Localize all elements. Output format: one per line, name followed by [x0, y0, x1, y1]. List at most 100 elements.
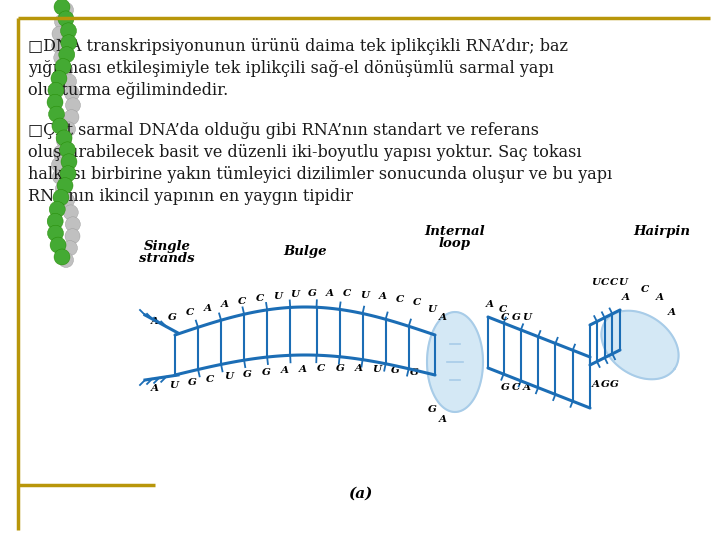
Circle shape — [60, 142, 76, 158]
Circle shape — [58, 62, 73, 77]
Text: U: U — [225, 372, 233, 381]
Circle shape — [55, 15, 70, 29]
Text: Bulge: Bulge — [283, 245, 327, 258]
Text: G: G — [168, 313, 177, 321]
Circle shape — [48, 106, 65, 122]
Text: U: U — [428, 305, 436, 314]
Text: yığılması etkileşimiyle tek iplikçili sağ-el dönüşümlü sarmal yapı: yığılması etkileşimiyle tek iplikçili sa… — [28, 60, 554, 77]
Text: A: A — [592, 380, 600, 389]
Circle shape — [60, 35, 77, 51]
Text: U: U — [523, 313, 531, 322]
Circle shape — [51, 70, 67, 86]
Circle shape — [66, 98, 81, 113]
Text: C: C — [186, 308, 194, 317]
Circle shape — [66, 217, 81, 232]
Polygon shape — [427, 312, 483, 412]
Circle shape — [56, 133, 71, 148]
Circle shape — [52, 118, 68, 134]
Text: RNA’nın ikincil yapının en yaygın tipidir: RNA’nın ikincil yapının en yaygın tipidi… — [28, 188, 353, 205]
Text: A: A — [299, 365, 307, 374]
Circle shape — [53, 169, 68, 184]
Text: A: A — [439, 313, 447, 322]
Circle shape — [60, 193, 75, 208]
Circle shape — [63, 241, 78, 255]
Circle shape — [64, 110, 79, 125]
Text: G: G — [610, 380, 618, 389]
Circle shape — [53, 145, 68, 160]
Text: oluşturma eğilimindedir.: oluşturma eğilimindedir. — [28, 82, 228, 99]
Text: C: C — [501, 313, 509, 322]
Circle shape — [52, 38, 67, 53]
Circle shape — [52, 26, 67, 41]
Text: C: C — [238, 297, 247, 306]
Text: A: A — [668, 308, 676, 317]
Text: □Çift sarmal DNA’da olduğu gibi RNA’nın standart ve referans: □Çift sarmal DNA’da olduğu gibi RNA’nın … — [28, 122, 539, 139]
Text: U: U — [592, 278, 600, 287]
Text: U: U — [618, 278, 628, 287]
Circle shape — [57, 178, 73, 193]
Text: Single: Single — [143, 240, 190, 253]
Text: U: U — [290, 290, 300, 299]
Text: □DNA transkripsiyonunun ürünü daima tek iplikçikli RNA’dır; baz: □DNA transkripsiyonunun ürünü daima tek … — [28, 38, 568, 55]
Circle shape — [60, 166, 76, 181]
Text: (a): (a) — [348, 487, 372, 501]
Text: U: U — [372, 365, 382, 374]
Text: U: U — [273, 292, 282, 301]
Text: G: G — [391, 367, 400, 375]
Text: Hairpin: Hairpin — [634, 225, 690, 238]
Text: Internal: Internal — [425, 225, 485, 238]
Text: U: U — [361, 291, 369, 300]
Circle shape — [49, 201, 66, 218]
Text: G: G — [243, 370, 252, 379]
Text: C: C — [512, 383, 520, 392]
Circle shape — [59, 46, 75, 63]
Circle shape — [48, 225, 63, 241]
Text: A: A — [523, 383, 531, 392]
Circle shape — [54, 0, 70, 15]
Circle shape — [60, 23, 76, 39]
Circle shape — [50, 237, 66, 253]
Circle shape — [52, 157, 66, 172]
Circle shape — [65, 86, 80, 101]
Circle shape — [58, 3, 73, 17]
Text: A: A — [221, 300, 229, 309]
Circle shape — [55, 58, 71, 75]
Circle shape — [56, 130, 72, 146]
Circle shape — [48, 82, 64, 98]
Circle shape — [60, 122, 76, 137]
Circle shape — [53, 190, 69, 206]
Circle shape — [61, 74, 76, 89]
Text: C: C — [601, 278, 609, 287]
Text: C: C — [256, 294, 264, 303]
Text: C: C — [318, 364, 325, 373]
Text: C: C — [413, 298, 422, 307]
Text: A: A — [151, 317, 159, 326]
Text: C: C — [641, 285, 649, 294]
Text: loop: loop — [439, 237, 471, 250]
Circle shape — [55, 181, 71, 196]
Text: A: A — [326, 289, 334, 298]
Text: A: A — [622, 293, 630, 302]
Circle shape — [65, 229, 80, 244]
Circle shape — [48, 213, 63, 230]
Text: U: U — [169, 381, 178, 390]
Text: A: A — [439, 415, 447, 424]
Circle shape — [47, 94, 63, 110]
Text: halkası birbirine yakın tümleyici dizilimler sonucunda oluşur ve bu yapı: halkası birbirine yakın tümleyici dizili… — [28, 166, 612, 183]
Text: C: C — [207, 375, 215, 384]
Circle shape — [58, 11, 74, 27]
Text: A: A — [656, 293, 664, 302]
Text: strands: strands — [139, 252, 195, 265]
Text: A: A — [486, 300, 494, 309]
Text: G: G — [512, 313, 521, 322]
Text: C: C — [396, 295, 404, 304]
Text: G: G — [336, 364, 344, 373]
Circle shape — [54, 50, 68, 65]
Polygon shape — [601, 310, 678, 379]
Text: A: A — [151, 384, 159, 393]
Text: C: C — [499, 305, 507, 314]
Text: G: G — [188, 378, 197, 387]
Text: G: G — [261, 368, 271, 377]
Text: C: C — [343, 289, 351, 299]
Text: oluşturabilecek basit ve düzenli iki-boyutlu yapısı yoktur. Saç tokası: oluşturabilecek basit ve düzenli iki-boy… — [28, 144, 582, 161]
